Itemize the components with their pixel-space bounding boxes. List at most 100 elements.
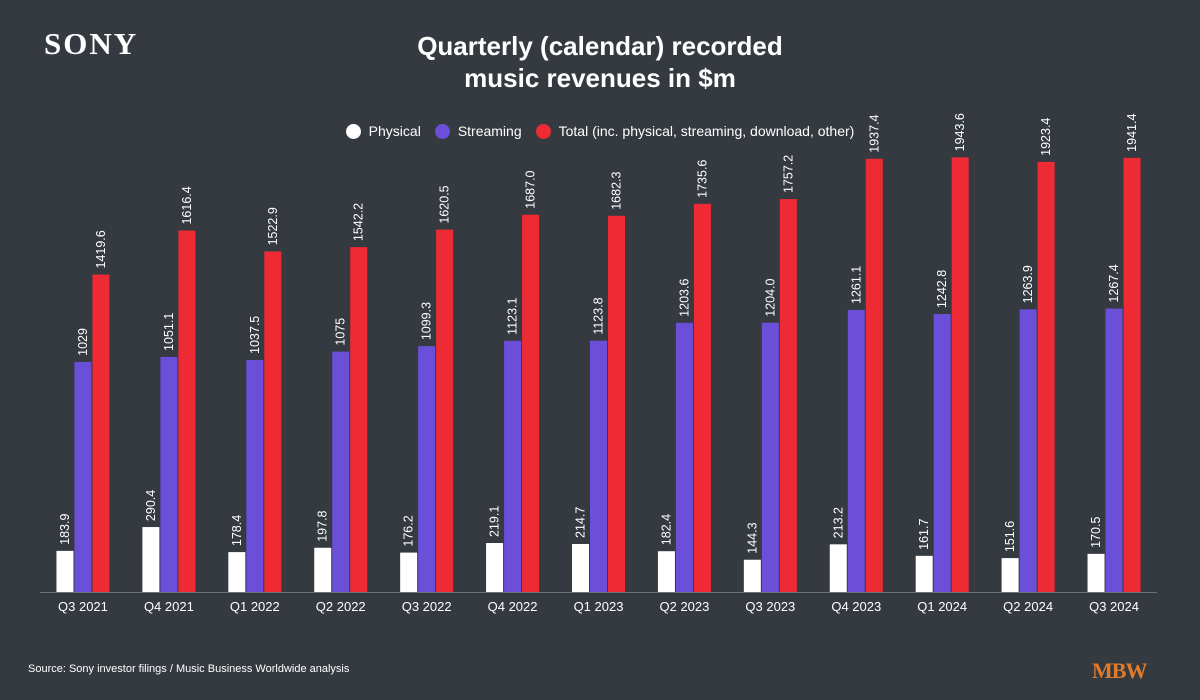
bar-physical-q3-2021 bbox=[56, 550, 74, 592]
data-label: 1123.8 bbox=[592, 297, 606, 334]
data-label: 290.4 bbox=[144, 490, 158, 521]
legend-label-total: Total (inc. physical, streaming, downloa… bbox=[558, 123, 855, 139]
legend-dot-total bbox=[535, 123, 551, 139]
bar-total-q2-2022 bbox=[350, 247, 368, 592]
x-tick-label: Q1 2024 bbox=[917, 599, 967, 614]
bar-physical-q1-2023 bbox=[572, 543, 589, 592]
data-label: 1542.2 bbox=[352, 203, 366, 241]
bar-total-q1-2022 bbox=[264, 251, 282, 592]
data-label: 1051.1 bbox=[162, 313, 176, 351]
chart-title-line-1: Quarterly (calendar) recorded bbox=[417, 31, 783, 61]
x-tick-label: Q3 2024 bbox=[1089, 599, 1139, 614]
legend-dot-streaming bbox=[434, 123, 450, 139]
data-label: 1267.4 bbox=[1107, 264, 1121, 302]
chart-legend: Physical Streaming Total (inc. physical,… bbox=[0, 123, 1200, 139]
data-label: 182.4 bbox=[659, 514, 673, 545]
x-tick-label: Q3 2021 bbox=[58, 599, 108, 614]
x-tick-label: Q3 2023 bbox=[745, 599, 795, 614]
x-tick-label: Q4 2021 bbox=[144, 599, 194, 614]
bar-total-q3-2024 bbox=[1123, 157, 1141, 592]
bar-streaming-q2-2024 bbox=[1019, 309, 1037, 592]
sony-logo: SONY bbox=[44, 26, 139, 61]
data-label: 1735.6 bbox=[695, 160, 709, 198]
data-label: 176.2 bbox=[402, 515, 416, 546]
bar-streaming-q3-2023 bbox=[761, 322, 779, 592]
data-label: 214.7 bbox=[574, 507, 588, 538]
data-label: 1242.8 bbox=[935, 270, 949, 308]
bar-total-q3-2021 bbox=[92, 274, 110, 592]
data-label: 144.3 bbox=[745, 522, 759, 553]
bar-streaming-q4-2022 bbox=[504, 340, 522, 592]
bar-total-q4-2023 bbox=[865, 158, 883, 592]
legend-item-streaming: Streaming bbox=[434, 123, 522, 139]
legend-dot-physical bbox=[345, 123, 361, 139]
bar-streaming-q3-2022 bbox=[418, 346, 436, 592]
data-label: 1123.1 bbox=[506, 297, 520, 334]
data-label: 197.8 bbox=[316, 510, 330, 541]
bar-streaming-q4-2023 bbox=[847, 309, 865, 592]
data-label: 1522.9 bbox=[266, 207, 280, 245]
bar-physical-q4-2022 bbox=[486, 543, 504, 592]
bar-total-q1-2024 bbox=[951, 157, 969, 592]
data-label: 178.4 bbox=[230, 515, 244, 546]
bar-streaming-q2-2023 bbox=[675, 322, 693, 592]
x-tick-label: Q3 2022 bbox=[402, 599, 452, 614]
x-tick-label: Q2 2023 bbox=[659, 599, 709, 614]
bar-streaming-q3-2021 bbox=[74, 361, 92, 592]
data-label: 1937.4 bbox=[867, 114, 881, 152]
bar-streaming-q1-2023 bbox=[590, 340, 607, 592]
bar-streaming-q1-2024 bbox=[933, 314, 951, 592]
x-tick-label: Q1 2022 bbox=[230, 599, 280, 614]
bar-physical-q1-2022 bbox=[228, 552, 246, 592]
bar-total-q1-2023 bbox=[608, 215, 625, 592]
bar-streaming-q1-2022 bbox=[246, 359, 264, 592]
bar-streaming-q4-2021 bbox=[160, 356, 178, 592]
bar-physical-q1-2024 bbox=[915, 555, 933, 592]
x-tick-label: Q4 2023 bbox=[831, 599, 881, 614]
data-label: 183.9 bbox=[58, 514, 72, 545]
data-label: 1620.5 bbox=[438, 185, 452, 223]
data-label: 170.5 bbox=[1089, 517, 1103, 548]
bar-physical-q4-2023 bbox=[829, 544, 847, 592]
data-label: 1203.6 bbox=[677, 279, 691, 317]
bar-physical-q3-2023 bbox=[743, 559, 761, 592]
data-label: 1682.3 bbox=[610, 171, 624, 209]
data-label: 1419.6 bbox=[94, 230, 108, 268]
bar-total-q3-2022 bbox=[436, 229, 454, 592]
mbw-logo: MBW bbox=[1092, 658, 1147, 683]
bar-physical-q3-2022 bbox=[400, 552, 418, 592]
data-label: 1204.0 bbox=[763, 278, 777, 316]
bar-physical-q4-2021 bbox=[142, 527, 160, 592]
bar-physical-q2-2024 bbox=[1001, 558, 1019, 592]
bar-physical-q3-2024 bbox=[1087, 553, 1105, 592]
data-label: 1616.4 bbox=[180, 186, 194, 224]
data-label: 1757.2 bbox=[781, 155, 795, 193]
data-label: 1923.4 bbox=[1039, 118, 1053, 156]
data-label: 151.6 bbox=[1003, 521, 1017, 552]
data-label: 161.7 bbox=[917, 519, 931, 550]
legend-label-physical: Physical bbox=[368, 123, 421, 139]
bar-physical-q2-2022 bbox=[314, 547, 332, 592]
data-label: 1037.5 bbox=[248, 316, 262, 354]
data-label: 213.2 bbox=[831, 507, 845, 538]
source-note: Source: Sony investor filings / Music Bu… bbox=[28, 663, 350, 675]
chart-title-line-2: music revenues in $m bbox=[464, 63, 736, 93]
bar-streaming-q3-2024 bbox=[1105, 308, 1123, 592]
data-label: 1261.1 bbox=[849, 266, 863, 304]
data-label: 1263.9 bbox=[1021, 265, 1035, 303]
data-label: 1075 bbox=[334, 318, 348, 346]
bar-total-q4-2021 bbox=[178, 230, 196, 593]
bar-physical-q2-2023 bbox=[657, 551, 675, 592]
x-tick-label: Q2 2022 bbox=[316, 599, 366, 614]
chart-title: Quarterly (calendar) recorded music reve… bbox=[330, 30, 870, 94]
data-label: 219.1 bbox=[488, 506, 502, 537]
bar-streaming-q2-2022 bbox=[332, 351, 350, 592]
bar-total-q2-2023 bbox=[693, 203, 711, 592]
bar-total-q4-2022 bbox=[522, 214, 540, 592]
legend-item-total: Total (inc. physical, streaming, downloa… bbox=[535, 123, 855, 139]
legend-label-streaming: Streaming bbox=[457, 123, 522, 139]
data-label: 1687.0 bbox=[524, 170, 538, 208]
x-tick-label: Q1 2023 bbox=[574, 599, 624, 614]
data-label: 1029 bbox=[76, 328, 90, 356]
data-label: 1099.3 bbox=[420, 302, 434, 340]
